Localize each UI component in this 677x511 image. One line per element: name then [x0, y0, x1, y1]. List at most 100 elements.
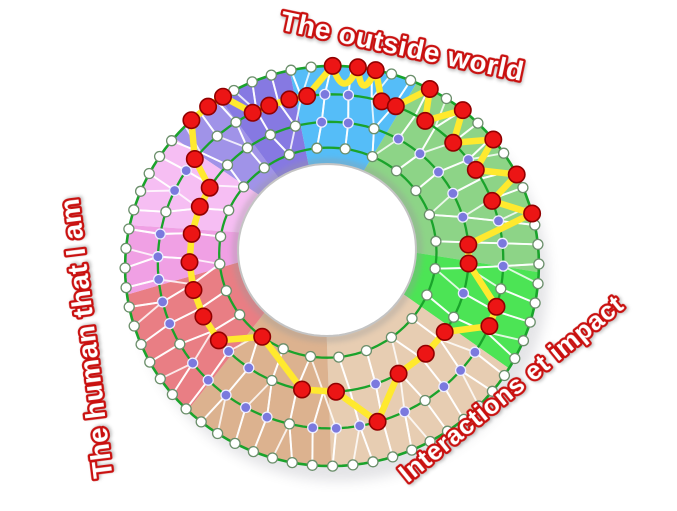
node-red[interactable] [484, 130, 503, 149]
node-white[interactable] [144, 356, 156, 368]
node-white[interactable] [160, 206, 172, 218]
node-white[interactable] [472, 117, 484, 129]
node-white[interactable] [258, 162, 270, 174]
node-white[interactable] [406, 312, 418, 325]
node-white[interactable] [390, 165, 403, 177]
node-red[interactable] [389, 364, 408, 383]
node-red[interactable] [182, 111, 201, 130]
node-white[interactable] [123, 301, 135, 313]
node-red[interactable] [214, 87, 233, 106]
node-white[interactable] [304, 350, 317, 363]
node-purple[interactable] [469, 346, 481, 358]
node-white[interactable] [246, 76, 258, 88]
node-purple[interactable] [392, 133, 404, 145]
node-red[interactable] [194, 307, 213, 326]
node-purple[interactable] [457, 287, 470, 299]
node-red[interactable] [200, 178, 219, 197]
node-purple[interactable] [330, 422, 342, 434]
node-white[interactable] [367, 456, 379, 468]
sector-tan-dark[interactable] [187, 312, 332, 467]
node-white[interactable] [120, 242, 132, 255]
node-purple[interactable] [438, 380, 450, 393]
node-red[interactable] [483, 191, 502, 210]
node-white[interactable] [223, 204, 235, 216]
node-white[interactable] [387, 451, 399, 463]
node-white[interactable] [285, 64, 297, 76]
sector-violet-light[interactable] [174, 98, 279, 195]
node-white[interactable] [529, 297, 541, 309]
node-purple[interactable] [319, 88, 331, 101]
node-white[interactable] [311, 142, 323, 154]
node-white[interactable] [135, 338, 147, 351]
node-white[interactable] [154, 373, 166, 385]
node-red[interactable] [326, 382, 345, 401]
node-white[interactable] [305, 61, 317, 73]
node-red[interactable] [420, 80, 439, 99]
node-white[interactable] [277, 343, 289, 355]
node-white[interactable] [134, 185, 147, 197]
node-purple[interactable] [316, 116, 328, 128]
node-purple[interactable] [168, 184, 181, 197]
node-red[interactable] [459, 254, 478, 273]
node-red[interactable] [523, 204, 542, 223]
node-white[interactable] [495, 283, 507, 295]
node-purple[interactable] [152, 251, 164, 263]
node-white[interactable] [532, 277, 544, 290]
node-white[interactable] [241, 142, 254, 154]
node-red[interactable] [190, 197, 209, 216]
node-red[interactable] [199, 97, 218, 116]
node-white[interactable] [283, 418, 296, 430]
node-white[interactable] [211, 130, 223, 142]
node-red[interactable] [323, 56, 342, 75]
node-white[interactable] [458, 413, 470, 426]
node-red[interactable] [280, 90, 299, 109]
node-red[interactable] [453, 101, 472, 120]
node-white[interactable] [333, 351, 345, 363]
node-white[interactable] [404, 74, 417, 87]
node-purple[interactable] [307, 422, 319, 434]
node-red[interactable] [459, 235, 478, 254]
node-red[interactable] [416, 111, 435, 130]
node-white[interactable] [195, 416, 207, 428]
node-white[interactable] [128, 204, 140, 216]
node-red[interactable] [368, 412, 387, 431]
sector-green-bright[interactable] [403, 252, 539, 369]
node-white[interactable] [265, 69, 277, 81]
node-white[interactable] [247, 445, 260, 458]
node-white[interactable] [211, 427, 224, 440]
node-white[interactable] [517, 181, 529, 194]
node-purple[interactable] [496, 237, 509, 249]
node-white[interactable] [174, 338, 186, 350]
node-white[interactable] [234, 309, 246, 321]
node-red[interactable] [260, 96, 279, 115]
node-white[interactable] [532, 238, 544, 251]
node-purple[interactable] [153, 273, 165, 286]
node-white[interactable] [498, 147, 510, 159]
node-white[interactable] [440, 92, 453, 105]
node-white[interactable] [230, 116, 242, 128]
node-purple[interactable] [454, 364, 467, 377]
node-white[interactable] [423, 209, 436, 221]
node-white[interactable] [509, 352, 521, 365]
node-purple[interactable] [342, 117, 354, 129]
node-red[interactable] [435, 322, 454, 341]
node-red[interactable] [348, 58, 367, 77]
node-white[interactable] [473, 400, 485, 412]
node-white[interactable] [153, 150, 166, 163]
node-white[interactable] [424, 435, 436, 448]
node-purple[interactable] [222, 345, 235, 358]
node-white[interactable] [143, 167, 155, 180]
node-white[interactable] [120, 281, 132, 294]
node-purple[interactable] [414, 148, 426, 160]
node-red[interactable] [507, 165, 526, 184]
node-white[interactable] [220, 285, 232, 297]
node-white[interactable] [306, 459, 318, 471]
node-white[interactable] [229, 437, 241, 450]
node-purple[interactable] [187, 357, 199, 369]
node-white[interactable] [326, 460, 339, 472]
node-red[interactable] [243, 103, 262, 122]
node-white[interactable] [286, 456, 298, 469]
node-purple[interactable] [457, 211, 469, 223]
node-purple[interactable] [243, 362, 255, 374]
node-white[interactable] [266, 452, 279, 464]
